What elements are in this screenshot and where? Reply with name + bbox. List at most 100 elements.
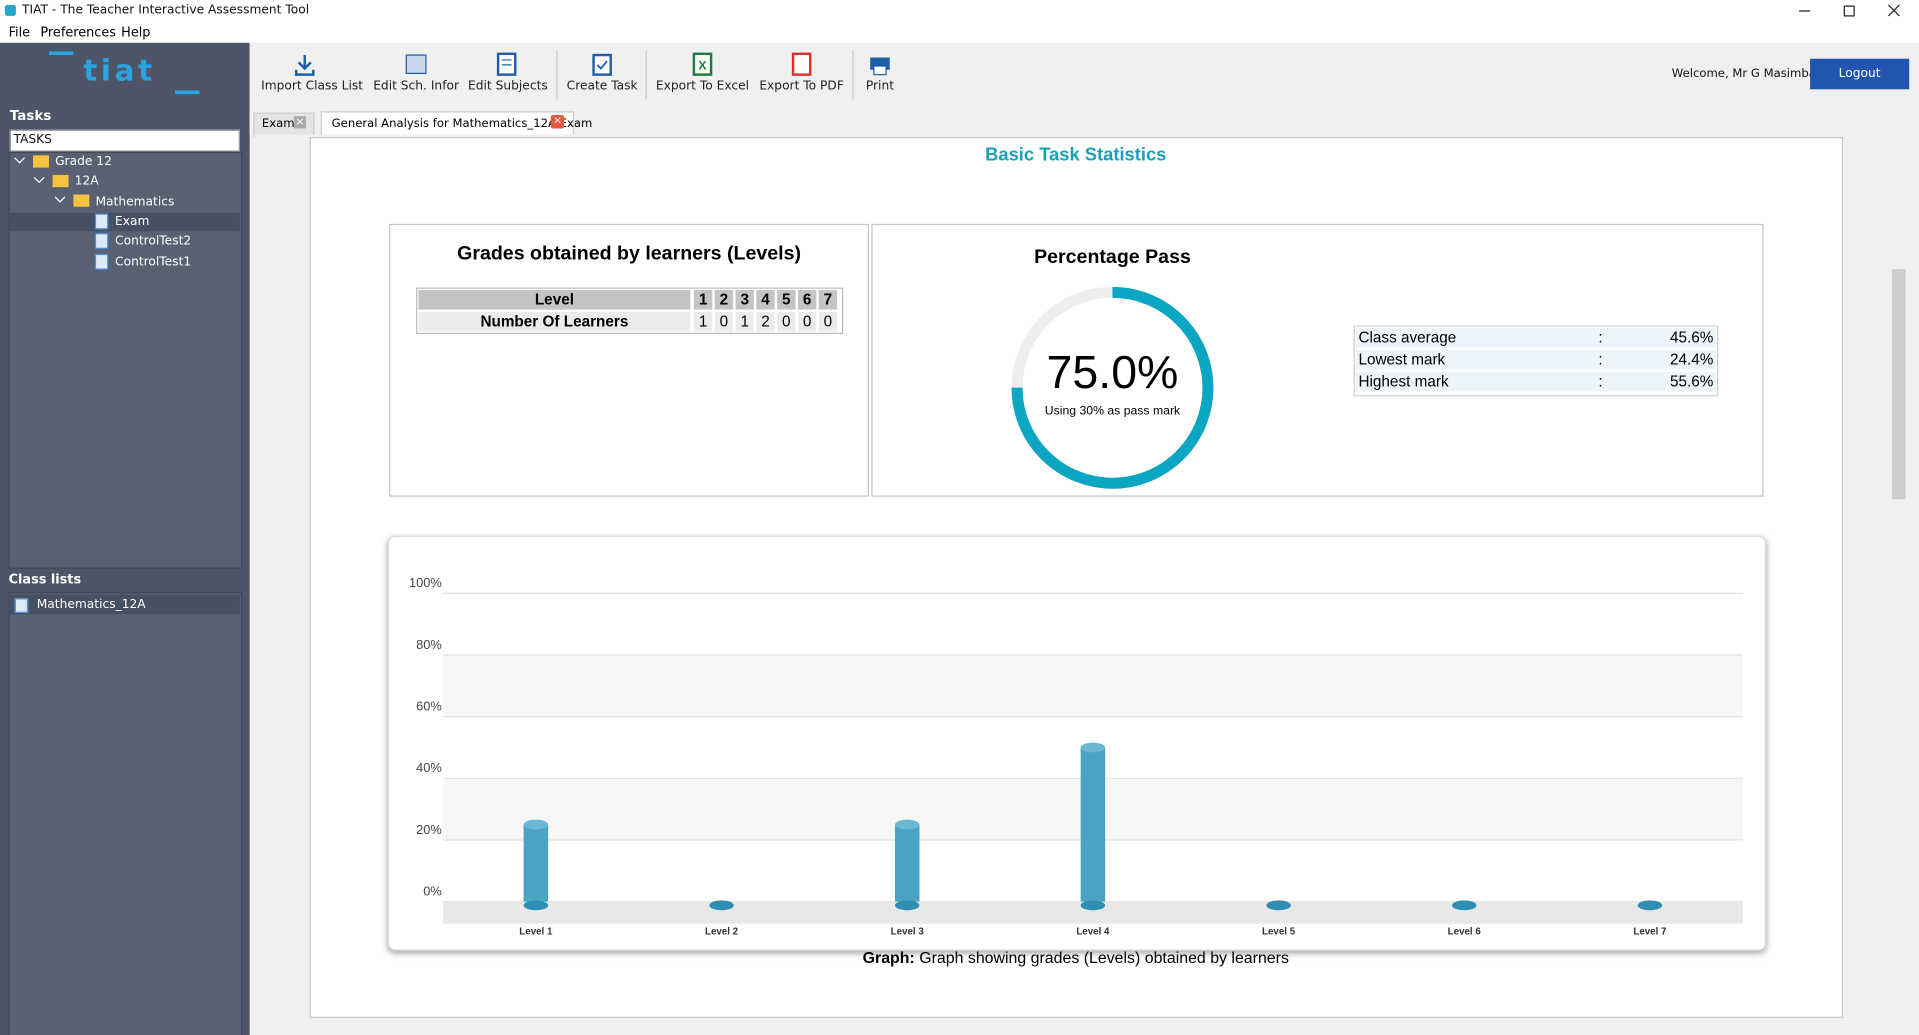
stat-label: Highest mark — [1358, 373, 1449, 391]
stat-separator: : — [1598, 351, 1603, 369]
count-cell: 0 — [777, 311, 796, 332]
ring-arc — [1011, 286, 1214, 489]
bar-top — [1080, 742, 1106, 753]
menu-item[interactable]: Preferences — [40, 25, 116, 41]
bar-body — [1080, 747, 1106, 902]
stats-table: Class average: 45.6% Lowest mark: 24.4% High… — [1353, 325, 1719, 397]
floor — [443, 901, 1743, 924]
menu-item[interactable]: File — [8, 25, 31, 41]
tab-close[interactable]: × — [293, 116, 306, 129]
tree-item[interactable]: ControlTest2 — [115, 234, 192, 249]
bar-body — [894, 824, 920, 902]
tree-item[interactable]: ControlTest1 — [115, 255, 192, 270]
count-cell: 0 — [818, 311, 838, 332]
x-tick-label: Level 5 — [1262, 927, 1296, 938]
grades-table: Level Number Of Learners 1 1 2 0 3 1 4 2 5 0 6 0 7 0 — [416, 287, 844, 334]
header-cell: Level — [418, 289, 691, 310]
stat-separator: : — [1598, 329, 1603, 347]
panel-title: Percentage Pass — [1034, 247, 1191, 268]
bar-base — [523, 900, 549, 911]
y-tick-label: 60% — [416, 699, 442, 714]
header-cell: 2 — [714, 289, 734, 310]
tab[interactable] — [320, 111, 574, 136]
header-cell: 6 — [797, 289, 817, 310]
count-cell: 0 — [714, 311, 734, 332]
svg-text:X: X — [698, 59, 707, 73]
toolbar-button[interactable]: Export To Excel — [655, 79, 750, 93]
stat-row — [1356, 371, 1716, 392]
y-tick-label: 40% — [416, 760, 442, 775]
tree-icons — [14, 155, 109, 270]
header-cell: 7 — [818, 289, 838, 310]
y-tick-label: 80% — [416, 637, 442, 652]
tab-label[interactable]: Exam — [261, 117, 295, 131]
search-text[interactable]: TASKS — [13, 133, 52, 147]
app-icon — [4, 4, 16, 16]
tree-item[interactable]: Exam — [115, 215, 150, 229]
stat-label: Class average — [1358, 329, 1457, 347]
count-cell: 2 — [756, 311, 775, 332]
bar — [1080, 742, 1106, 911]
toolbar-button[interactable]: Import Class List — [261, 79, 364, 93]
toolbar-button[interactable]: Edit Sch. Infor — [373, 79, 460, 93]
bar — [894, 819, 920, 911]
x-tick-label: Level 4 — [1076, 927, 1110, 938]
pass-value: 75.0% — [1046, 347, 1179, 399]
class-list-item[interactable]: Mathematics_12A — [36, 598, 146, 612]
y-tick-label: 20% — [416, 822, 442, 837]
chart-card — [387, 535, 1767, 951]
count-cell: 1 — [735, 311, 754, 332]
bar-top — [523, 819, 549, 830]
bar — [1452, 900, 1477, 911]
bar-base — [1266, 900, 1291, 911]
toolbar-button[interactable]: Create Task — [566, 79, 638, 93]
menu-item[interactable]: Help — [121, 25, 151, 41]
bar — [709, 900, 734, 911]
stat-value: 24.4% — [1670, 351, 1714, 369]
y-tick-label: 0% — [423, 884, 442, 899]
window-title: TIAT - The Teacher Interactive Assessmen… — [22, 3, 310, 18]
x-tick-label: Level 3 — [891, 927, 925, 938]
class-list — [8, 592, 243, 1035]
stat-row — [1356, 327, 1716, 348]
logout-button[interactable]: Logout — [1810, 58, 1910, 90]
grid-band — [443, 655, 1743, 717]
logo-mark — [175, 90, 200, 95]
count-cell: 0 — [797, 311, 817, 332]
section-label: Class lists — [8, 572, 82, 588]
bar-base — [1452, 900, 1477, 911]
caption-label: Graph: — [862, 948, 915, 967]
count-cell: 1 — [693, 311, 713, 332]
tree-item[interactable]: 12A — [74, 174, 99, 189]
selection — [9, 212, 240, 232]
toolbar-icons: X — [294, 50, 890, 100]
tab-close[interactable]: × — [550, 114, 565, 129]
x-tick-label: Level 7 — [1633, 927, 1666, 938]
bar — [523, 819, 549, 911]
bar-base — [1637, 900, 1663, 911]
header-cell: 1 — [693, 289, 713, 310]
search-box[interactable] — [9, 129, 240, 152]
bar-base — [709, 900, 734, 911]
bar-body — [523, 824, 549, 902]
tree-item[interactable]: Grade 12 — [55, 155, 112, 169]
toolbar-button[interactable]: Edit Subjects — [468, 79, 548, 93]
section-label: Tasks — [9, 107, 52, 124]
window-controls[interactable] — [1787, 0, 1919, 22]
toolbar-button[interactable]: Print — [865, 79, 895, 93]
grades-panel — [389, 223, 869, 497]
list-icon — [14, 598, 29, 613]
scroll-thumb[interactable] — [1892, 269, 1906, 500]
header-cell: 4 — [756, 289, 775, 310]
toolbar — [249, 42, 1919, 108]
tree-item[interactable]: Mathematics — [95, 195, 175, 210]
logo-mark — [48, 51, 74, 56]
welcome-text: Welcome, Mr G Masimba — [1671, 67, 1816, 81]
toolbar-button[interactable]: Export To PDF — [759, 79, 844, 93]
stat-separator: : — [1598, 373, 1603, 391]
tab-label[interactable]: General Analysis for Mathematics_12A Exa… — [331, 117, 593, 131]
stat-value: 45.6% — [1670, 329, 1714, 347]
y-tick-label: 100% — [409, 575, 442, 590]
